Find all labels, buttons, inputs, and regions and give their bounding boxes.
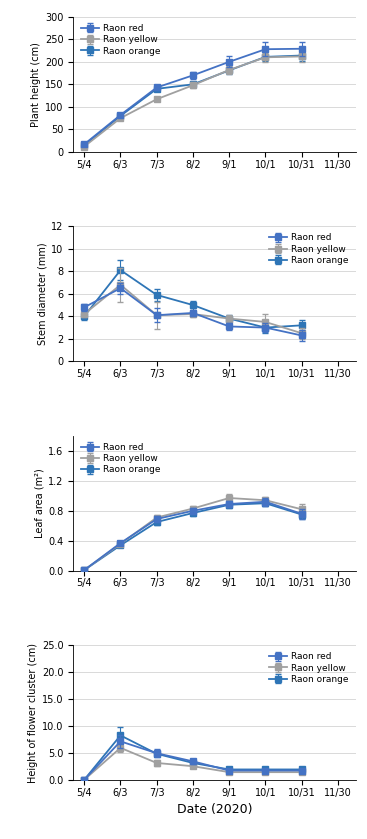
- X-axis label: Date (2020): Date (2020): [177, 804, 252, 816]
- Legend: Raon red, Raon yellow, Raon orange: Raon red, Raon yellow, Raon orange: [266, 649, 352, 686]
- Y-axis label: Leaf area (m²): Leaf area (m²): [34, 468, 44, 538]
- Y-axis label: Plant height (cm): Plant height (cm): [31, 42, 41, 127]
- Legend: Raon red, Raon yellow, Raon orange: Raon red, Raon yellow, Raon orange: [78, 21, 163, 58]
- Legend: Raon red, Raon yellow, Raon orange: Raon red, Raon yellow, Raon orange: [78, 440, 163, 477]
- Y-axis label: Stem diameter (mm): Stem diameter (mm): [37, 242, 47, 345]
- Legend: Raon red, Raon yellow, Raon orange: Raon red, Raon yellow, Raon orange: [266, 231, 352, 268]
- Y-axis label: Height of flower cluster (cm): Height of flower cluster (cm): [28, 643, 38, 783]
